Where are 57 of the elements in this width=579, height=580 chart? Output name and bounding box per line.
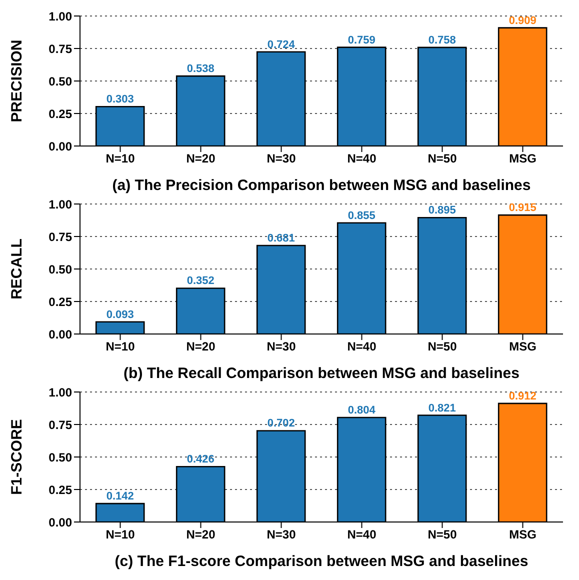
y-tick-label: 0.75: [48, 418, 72, 432]
x-tick-label: N=20: [186, 152, 216, 166]
x-tick-label: N=50: [428, 340, 458, 354]
y-tick-label: 1.00: [48, 385, 72, 400]
y-axis-title: F1-SCORE: [8, 419, 26, 495]
data-label: 0.352: [186, 275, 214, 288]
x-tick-label: N=20: [186, 528, 216, 542]
data-label: 0.142: [106, 490, 134, 503]
x-tick-label: MSG: [509, 528, 536, 542]
x-tick-label: N=10: [106, 152, 136, 166]
x-tick-label: N=10: [106, 528, 136, 542]
x-tick-label: MSG: [509, 340, 536, 354]
y-axis-title: PRECISION: [8, 40, 26, 122]
x-tick-label: N=30: [266, 340, 296, 354]
y-tick-label: 0.75: [48, 230, 72, 244]
data-label: 0.912: [508, 390, 536, 402]
data-label: 0.758: [428, 34, 456, 46]
y-tick-label: 0.25: [48, 294, 72, 309]
x-tick-label: N=40: [347, 340, 377, 354]
x-tick-label: N=50: [428, 528, 458, 542]
data-label: 0.538: [186, 63, 214, 76]
data-label: 0.303: [106, 94, 134, 106]
y-tick-label: 1.00: [48, 9, 72, 24]
y-tick-label: 0.00: [48, 139, 72, 154]
data-label: 0.895: [428, 204, 456, 217]
y-tick-label: 0.25: [48, 482, 72, 497]
x-tick-label: N=40: [347, 152, 377, 166]
y-tick-label: 0.00: [48, 327, 72, 342]
y-axis-title: RECALL: [8, 238, 26, 300]
x-tick-label: N=10: [106, 340, 136, 354]
x-tick-label: MSG: [509, 152, 536, 166]
x-tick-label: N=30: [266, 152, 296, 166]
y-tick-label: 0.50: [48, 450, 72, 464]
data-label: 0.426: [186, 454, 214, 466]
x-axis-title: (b) The Recall Comparison between MSG and baselines: [124, 365, 520, 382]
x-tick-label: N=50: [428, 152, 458, 166]
data-label: 0.681: [267, 232, 295, 244]
x-tick-label: N=30: [266, 528, 296, 542]
data-label: 0.909: [508, 14, 536, 27]
y-tick-label: 0.50: [48, 262, 72, 276]
y-tick-label: 0.50: [48, 74, 72, 88]
y-tick-label: 1.00: [48, 197, 72, 212]
y-tick-label: 0.00: [48, 515, 72, 530]
data-label: 0.915: [508, 202, 536, 214]
data-label: 0.804: [348, 404, 376, 416]
y-tick-label: 0.25: [48, 106, 72, 121]
data-label: 0.855: [348, 210, 376, 222]
y-tick-label: 0.75: [48, 42, 72, 56]
x-tick-label: N=20: [186, 340, 216, 354]
data-label: 0.093: [106, 308, 134, 321]
data-label: 0.702: [267, 418, 295, 430]
data-label: 0.759: [348, 34, 376, 46]
x-axis-title: (c) The F1-score Comparison between MSG and baselines: [114, 553, 528, 570]
data-label: 0.724: [267, 38, 296, 51]
x-tick-label: N=40: [347, 528, 377, 542]
data-label: 0.821: [428, 402, 456, 414]
x-axis-title: (a) The Precision Comparison between MSG and baselines: [112, 177, 531, 194]
